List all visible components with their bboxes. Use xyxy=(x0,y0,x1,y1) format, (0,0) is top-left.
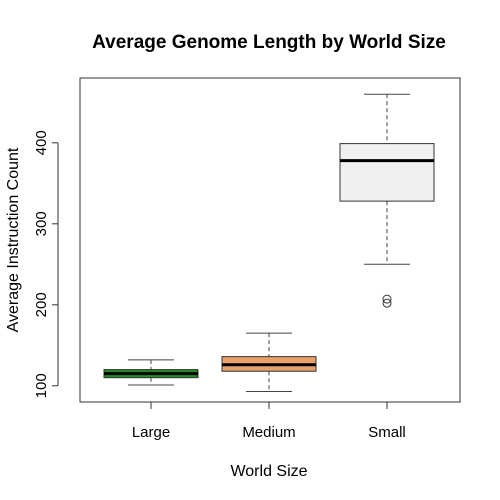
y-tick-label: 300 xyxy=(33,211,50,236)
box-medium xyxy=(221,332,317,392)
y-axis: 100 200 300 400 xyxy=(33,130,59,398)
x-tick-label: Small xyxy=(368,424,406,441)
outlier-point xyxy=(382,298,392,308)
y-axis-label: Average Instruction Count xyxy=(5,147,22,332)
y-tick-label: 200 xyxy=(33,292,50,317)
chart-title: Average Genome Length by World Size xyxy=(92,32,446,53)
box-small xyxy=(339,93,435,308)
y-tick-label: 100 xyxy=(33,373,50,398)
box-large xyxy=(103,359,199,386)
x-axis-label: World Size xyxy=(230,463,307,480)
outlier-point xyxy=(382,294,392,304)
x-axis: Large Medium Small xyxy=(132,401,406,441)
x-tick-label: Large xyxy=(132,424,170,441)
plot-frame xyxy=(79,77,461,403)
boxes-layer xyxy=(103,93,435,392)
x-tick-label: Medium xyxy=(242,424,295,441)
y-tick-label: 400 xyxy=(33,130,50,155)
iqr-box xyxy=(339,143,435,202)
